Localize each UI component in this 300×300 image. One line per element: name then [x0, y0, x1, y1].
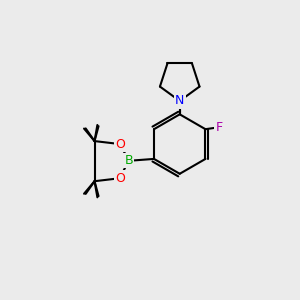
Text: N: N	[175, 94, 184, 107]
Text: O: O	[115, 138, 125, 151]
Text: O: O	[115, 172, 125, 185]
Text: B: B	[124, 154, 133, 167]
Text: F: F	[215, 121, 222, 134]
